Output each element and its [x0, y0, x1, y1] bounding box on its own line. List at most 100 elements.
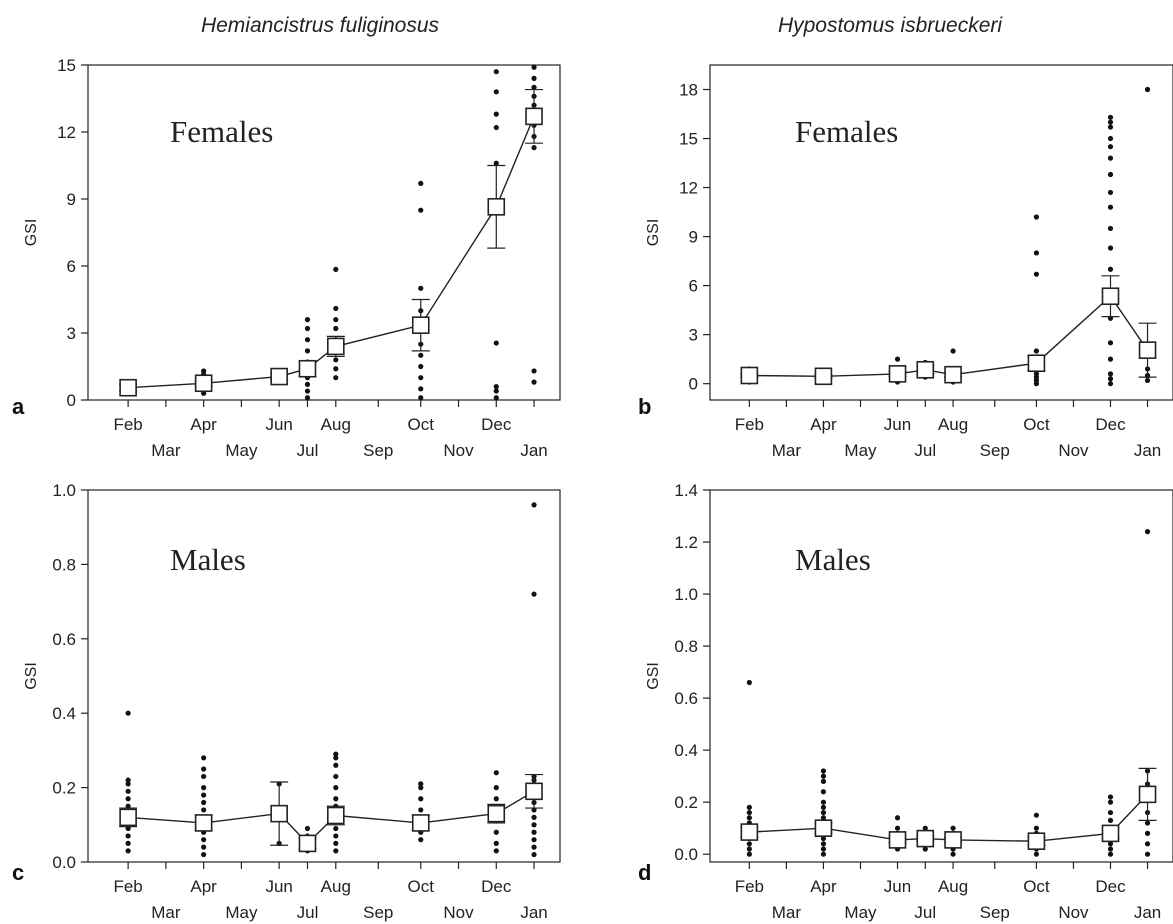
panel-b-mean-marker [944, 365, 962, 384]
panel-d-y-tick-label: 0.4 [674, 741, 698, 760]
panel-a-data-point [304, 388, 311, 394]
panel-a-data-point [333, 305, 339, 312]
panel-b-data-point [1107, 245, 1114, 251]
panel-b-x-tick-label: Oct [1023, 415, 1050, 434]
panel-d-y-tick-label: 1.4 [674, 481, 698, 500]
panel-d-letter: d [638, 860, 651, 885]
panel-c-data-point [125, 777, 131, 783]
panel-d-data-point [1107, 817, 1114, 823]
panel-c-data-point [333, 825, 339, 832]
panel-c-data-point [201, 799, 207, 806]
panel-d-x-tick-label: Jun [884, 877, 911, 896]
panel-b-x-tick-label: Nov [1058, 441, 1089, 460]
panel-c-data-point [333, 751, 339, 757]
panel-a-data-point [333, 317, 339, 323]
panel-a-data-point [201, 368, 207, 374]
panel-c-mean-marker [119, 808, 137, 827]
panel-d-mean-marker [944, 831, 962, 849]
panel-b-mean-marker [1027, 354, 1046, 373]
panel-b-x-tick-label: Jun [884, 415, 911, 434]
panel-a-y-tick-label: 0 [67, 391, 76, 410]
panel-a-plot-frame [87, 64, 561, 401]
panel-a-data-point [418, 386, 424, 392]
panel-d-data-point [922, 825, 928, 831]
panel-d-data-point [820, 789, 827, 795]
panel-d-data-point [1107, 794, 1114, 800]
panel-c-x-tick-label: May [225, 903, 258, 922]
panel-c-data-point [125, 848, 131, 854]
panel-b-data-point [1033, 250, 1040, 256]
panel-d-data-point [1033, 825, 1040, 831]
panel-d-y-tick-label: 0.8 [674, 637, 698, 656]
panel-d-mean-marker [814, 819, 833, 837]
panel-d-data-point [1107, 846, 1114, 852]
panel-b-data-point [1107, 340, 1114, 346]
panel-c-data-point [125, 840, 131, 847]
panel-d-data-point [746, 815, 752, 821]
panel-a-x-tick-label: Jun [265, 415, 292, 434]
panel-a-data-point [304, 348, 311, 354]
panel-b-plot-frame [709, 64, 1173, 401]
panel-d-x-tick-label: Sep [980, 903, 1010, 922]
panel-a-data-point [304, 395, 311, 401]
panel-a-x-tick-label: Oct [408, 415, 435, 434]
panel-c-data-point [201, 785, 207, 791]
panel-d-data-point [820, 773, 827, 779]
panel-a-data-point [493, 340, 499, 346]
panel-a-data-point [531, 84, 537, 90]
panel-d-data-point [1107, 851, 1114, 857]
species-title-left: Hemiancistrus fuliginosus [200, 14, 440, 37]
panel-b-y-tick-label: 6 [689, 277, 698, 296]
panel-c-y-tick-label: 0.4 [52, 704, 76, 723]
panel-a-letter: a [12, 394, 25, 419]
panel-c-x-tick-label: Mar [151, 903, 181, 922]
panel-c-mean-marker [525, 782, 543, 801]
panel-b-data-point [1107, 119, 1114, 125]
panel-d-x-tick-label: Oct [1023, 877, 1050, 896]
panel-d-x-tick-label: May [844, 903, 877, 922]
panel-b-y-tick-label: 18 [679, 81, 698, 100]
panel-c-x-tick-label: Oct [408, 877, 435, 896]
panel-c-x-tick-label: Aug [321, 877, 351, 896]
panel-d-y-tick-label: 1.0 [674, 585, 698, 604]
panel-c-x-tick-label: Feb [113, 877, 142, 896]
species-title-right: Hypostomus isbrueckeri [777, 14, 1003, 37]
panel-d-x-tick-label: Aug [938, 877, 968, 896]
panel-c-data-point [125, 788, 131, 794]
panel-a-data-point [493, 111, 499, 117]
panel-a-data-point [304, 381, 311, 387]
panel-d-x-tick-label: Apr [810, 877, 837, 896]
panel-a-data-point [493, 395, 499, 401]
panel-b-mean-marker [916, 360, 935, 379]
panel-d-data-point [950, 825, 956, 831]
panel-c-data-point [201, 807, 207, 813]
panel-d-data-point [820, 841, 827, 847]
panel-b-data-point [1107, 144, 1114, 150]
panel-c-data-point [201, 766, 207, 772]
panel-a-data-point [418, 180, 424, 186]
panel-b-data-point [1107, 376, 1114, 382]
panel-d-data-point [746, 851, 752, 857]
panel-a-x-tick-label: Mar [151, 441, 181, 460]
panel-a-y-tick-label: 9 [67, 190, 76, 209]
panel-b-data-point [1107, 135, 1114, 142]
panel-c-data-point [333, 796, 339, 802]
panel-b-data-point [1107, 189, 1114, 196]
panel-d-data-point [746, 841, 752, 847]
panel-b-mean-marker [814, 367, 833, 386]
panel-d-data-point [746, 846, 752, 852]
panel-b-y-axis-label: GSI [645, 219, 662, 247]
panel-c-data-point [493, 785, 499, 791]
panel-a-data-point [531, 379, 537, 385]
panel-c-data-point [333, 840, 339, 847]
panel-b-x-tick-label: Mar [772, 441, 802, 460]
panel-c-data-point [201, 851, 207, 858]
panel-c-data-point [493, 840, 499, 847]
panel-c-data-point [531, 851, 537, 858]
panel-a-x-tick-label: Dec [481, 415, 512, 434]
panel-c-annotation: Males [170, 542, 246, 577]
panel-a-data-point [418, 395, 424, 401]
panel-a-data-point [333, 266, 339, 272]
